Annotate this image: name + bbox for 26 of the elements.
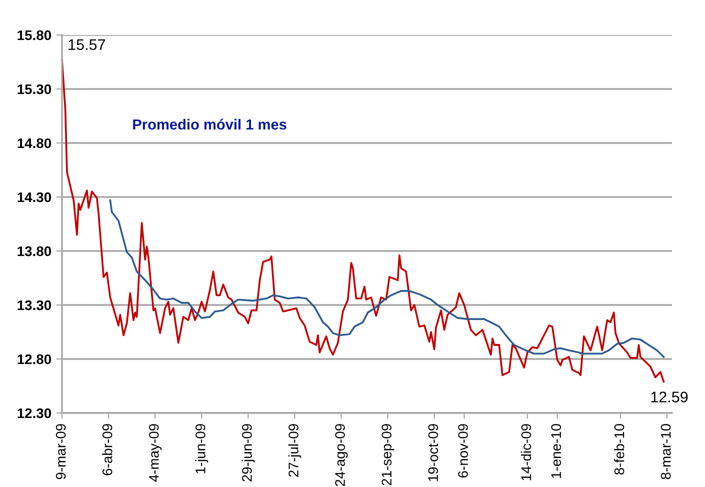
text: Promedio móvil 1 mes [133, 118, 286, 130]
x-tick-label: 4-may-09 [148, 424, 162, 482]
x-tick-label: 29-jun-09 [242, 424, 255, 482]
y-tick-label: 12.80 [18, 354, 52, 364]
x-tick-label: 21-sep-09 [382, 424, 394, 486]
x-tick-label: 6-abr-09 [102, 424, 112, 476]
x-tick-label: 8-feb-10 [614, 424, 624, 475]
x-tick-label: 9-mar-09 [56, 424, 66, 480]
annotation: 15.57 [68, 39, 106, 50]
y-tick-label: 14.30 [18, 192, 52, 202]
y-tick-label: 13.30 [18, 300, 52, 310]
x-tick-label: 8-mar-10 [660, 424, 671, 480]
annotation: 12.59 [651, 392, 688, 402]
y-tick-label: 12.30 [18, 408, 52, 418]
y-tick-label: 13.80 [18, 246, 52, 256]
x-tick-label: 24-ago-09 [335, 424, 348, 486]
x-tick-label: 27-jul-09 [288, 424, 302, 477]
x-tick-label: 6-nov-09 [458, 424, 468, 478]
y-tick-label: 14.80 [18, 138, 52, 148]
x-tick-label: 14-dic-09 [520, 424, 532, 480]
y-tick-label: 15.80 [18, 30, 52, 40]
x-tick-label: 19-oct-09 [428, 424, 438, 482]
line-series [109, 199, 665, 358]
x-tick-label: 1-ene-10 [551, 424, 562, 478]
x-tick-label: 1-jun-09 [195, 424, 208, 474]
y-tick-label: 15.30 [18, 84, 52, 94]
